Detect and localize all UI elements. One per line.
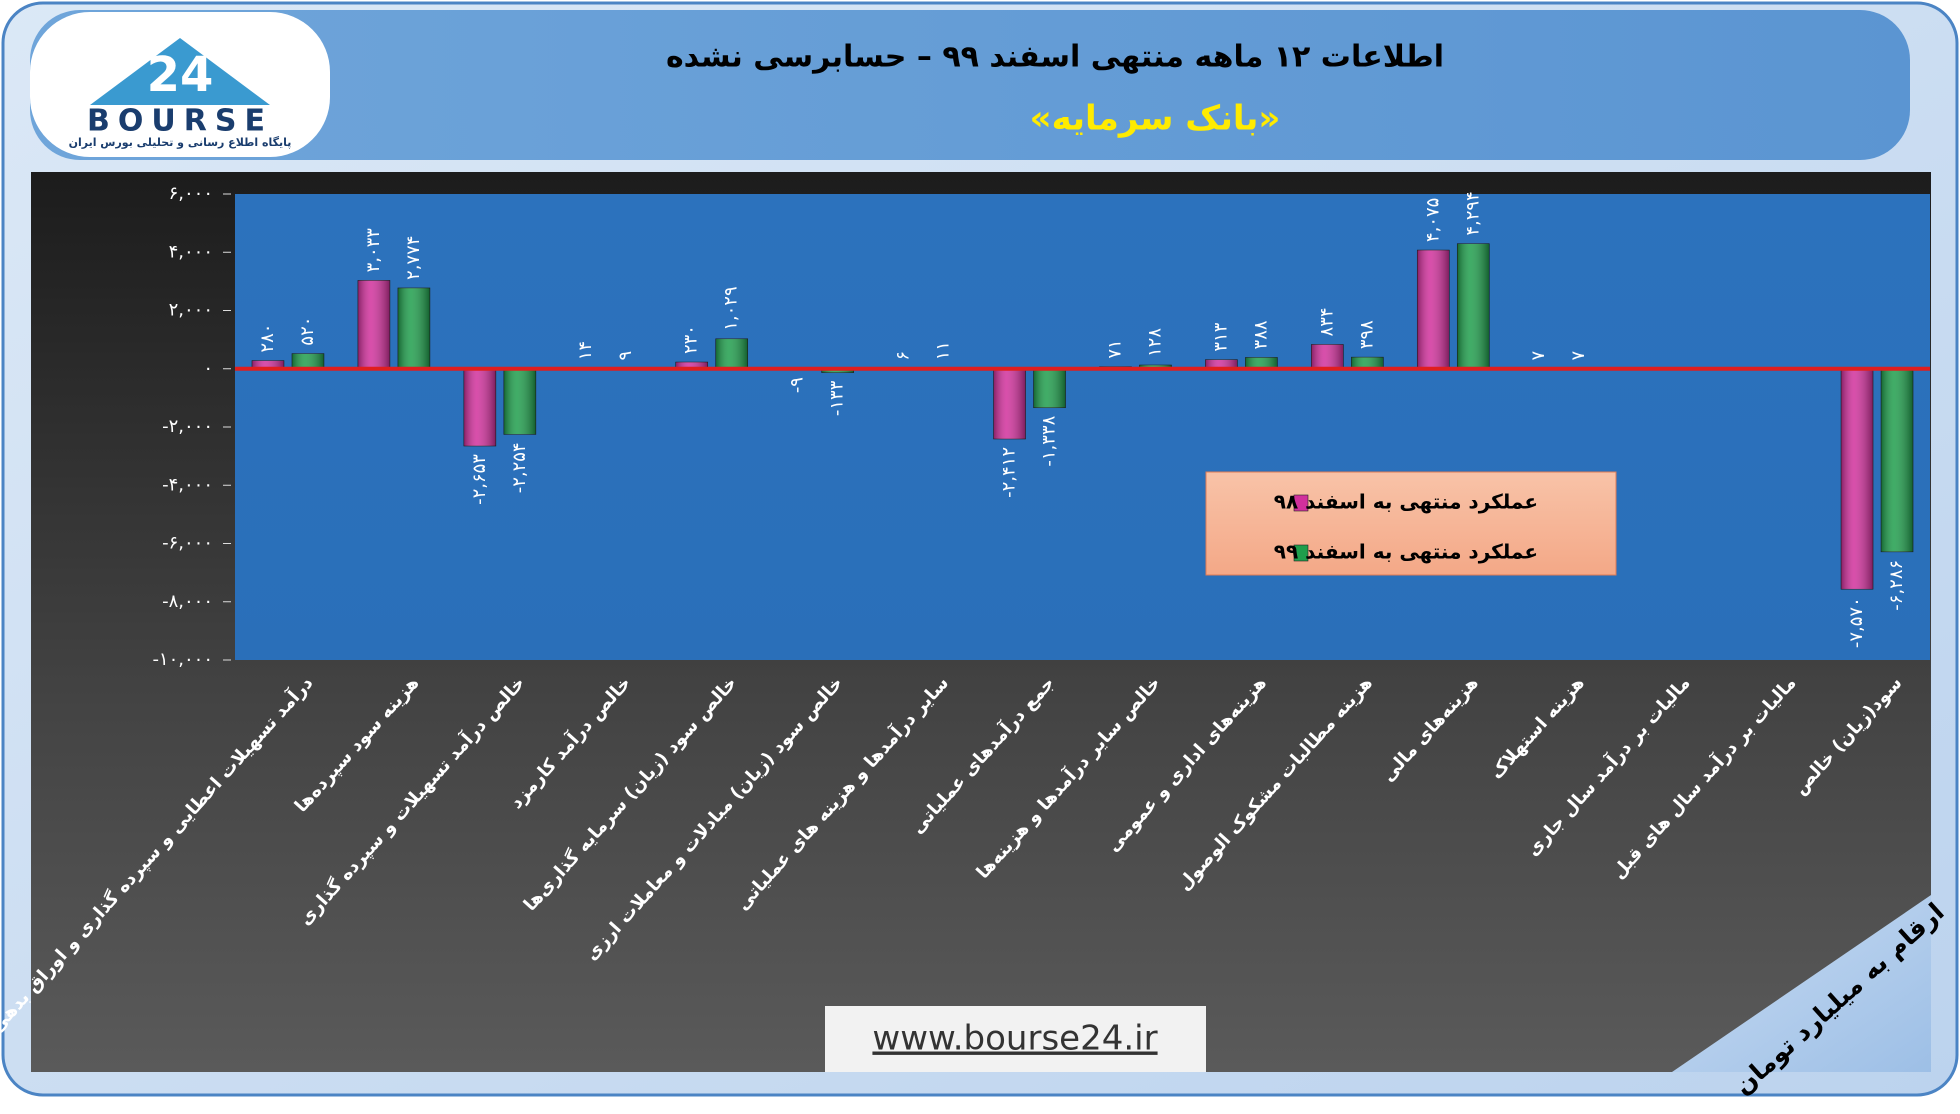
bar-shade [1351, 357, 1384, 369]
data-label: ۲۳۰ [681, 325, 702, 354]
chart-subtitle: «بانک سرمایه» [1030, 99, 1281, 139]
bar-shade [503, 368, 536, 435]
data-label: -۷,۵۷۰ [1846, 597, 1867, 648]
data-label: ۳۹۸ [1356, 320, 1377, 349]
y-tick-label: ۴,۰۰۰ [169, 241, 213, 262]
legend-label: عملکرد منتهی به اسفند ۹۹ [1274, 540, 1538, 564]
data-label: ۴,۲۹۴ [1462, 191, 1483, 235]
bar-shade [1841, 368, 1874, 590]
data-label: -۲,۲۵۴ [509, 442, 530, 493]
bar-shade [715, 338, 748, 369]
data-label: ۳۱۳ [1210, 322, 1231, 351]
chart-title: اطلاعات ۱۲ ماهه منتهی اسفند ۹۹ – حسابرسی… [666, 40, 1444, 75]
y-tick-label: -۱۰,۰۰۰ [152, 649, 213, 670]
y-tick-label: ۲,۰۰۰ [169, 300, 213, 321]
bar-shade [993, 368, 1026, 439]
legend-label: عملکرد منتهی به اسفند ۹۸ [1274, 490, 1538, 514]
y-tick-label: ۰ [203, 358, 213, 379]
legend-swatch [1293, 494, 1309, 512]
data-label: -۹ [787, 377, 808, 393]
data-label: ۲۸۰ [257, 324, 278, 353]
bar-shade [675, 362, 708, 369]
data-label: ۷ [1528, 351, 1549, 361]
data-label: ۷۱ [1104, 339, 1125, 358]
data-label: -۶,۲۸۶ [1886, 560, 1907, 611]
logo-shape [90, 38, 270, 105]
data-label: ۱۲۸ [1144, 328, 1165, 357]
header [30, 10, 1910, 160]
bar-shade [1245, 357, 1278, 369]
bar-shade [357, 280, 390, 369]
bar-shade [397, 287, 430, 369]
y-tick-label: -۲,۰۰۰ [162, 416, 213, 437]
data-label: ۳۸۸ [1250, 320, 1271, 349]
bar-shade [1417, 250, 1450, 369]
legend-swatch [1293, 544, 1309, 562]
data-label: ۷ [1568, 351, 1589, 361]
bar-shade [1311, 344, 1344, 369]
y-tick-label: -۶,۰۰۰ [162, 533, 213, 554]
data-label: ۸۳۴ [1316, 307, 1337, 336]
data-label: ۱۴ [575, 341, 596, 360]
bar-shade [1457, 243, 1490, 369]
data-label: ۱۱ [933, 341, 954, 360]
data-label: ۴,۰۷۵ [1422, 198, 1443, 242]
y-tick-label: ۶,۰۰۰ [169, 183, 213, 204]
logo-name: BOURSE [87, 104, 273, 139]
data-label: ۳,۰۳۳ [363, 228, 384, 273]
data-label: ۵۲۰ [297, 317, 318, 346]
y-tick-label: -۴,۰۰۰ [162, 474, 213, 495]
data-label: -۱۳۳ [827, 380, 848, 416]
data-label: ۹ [615, 351, 636, 361]
bar-shade [1033, 368, 1066, 408]
data-label: -۲,۴۱۲ [999, 447, 1020, 498]
bar-shade [1881, 368, 1914, 552]
bar-shade [251, 360, 284, 369]
data-label: ۲,۷۷۴ [403, 236, 424, 280]
footer-box [825, 1006, 1206, 1072]
bar-shade [1205, 359, 1238, 369]
legend [1205, 471, 1617, 576]
data-label: ۶ [893, 351, 914, 361]
logo-tagline: پایگاه اطلاع رسانی و تحلیلی بورس ایران [69, 136, 292, 149]
bar-shade [463, 368, 496, 447]
bar-shade [291, 353, 324, 369]
y-tick-label: -۸,۰۰۰ [162, 591, 213, 612]
unit-corner [1672, 895, 1931, 1072]
data-label: -۱,۳۳۸ [1039, 415, 1060, 466]
logo-mark: 24 [147, 47, 214, 103]
footer-url: www.bourse24.ir [872, 1019, 1157, 1059]
data-label: -۲,۶۵۳ [469, 454, 490, 505]
data-label: ۱,۰۲۹ [721, 286, 742, 330]
